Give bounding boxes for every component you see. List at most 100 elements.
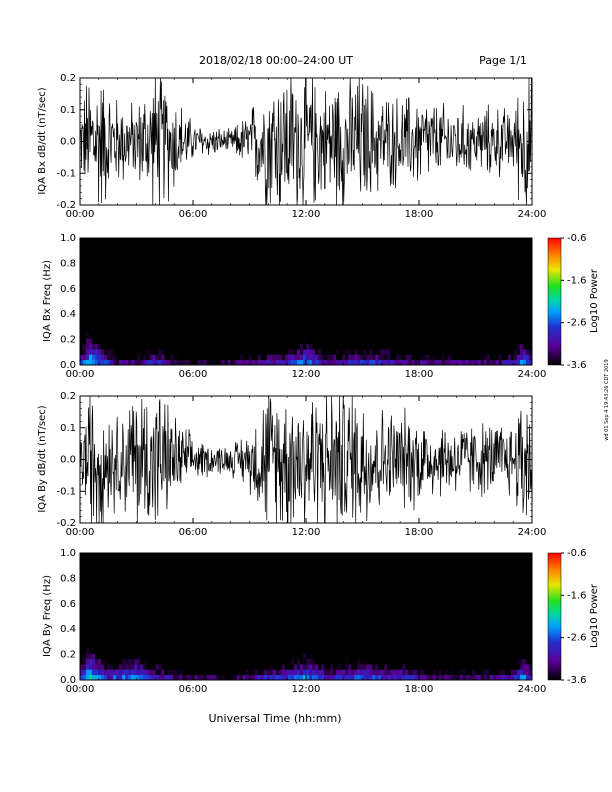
spectrogram-cell — [176, 248, 180, 255]
spectrogram-cell — [269, 301, 274, 308]
spectrogram-cell — [272, 280, 277, 286]
spectrogram-cell — [414, 317, 418, 323]
spectrogram-cell — [122, 621, 126, 628]
spectrogram-cell — [465, 296, 470, 302]
spectrogram-cell — [86, 275, 90, 281]
spectrogram-cell — [435, 269, 439, 276]
spectrogram-cell — [384, 306, 388, 313]
spectrogram-cell — [375, 301, 379, 308]
spectrogram-cell — [513, 280, 518, 286]
spectrogram-cell — [200, 611, 204, 617]
spectrogram-cell — [80, 563, 84, 570]
spectrogram-cell — [330, 248, 334, 255]
spectrogram-cell — [501, 354, 506, 361]
spectrogram-cell — [327, 333, 331, 339]
spectrogram-cell — [402, 280, 406, 286]
spectrogram-cell — [390, 285, 394, 292]
spectrogram-cell — [131, 354, 135, 361]
spectrogram-cell — [188, 317, 192, 323]
spectrogram-cell — [378, 327, 382, 334]
spectrogram-cell — [348, 259, 352, 265]
spectrogram-cell — [444, 359, 448, 366]
spectrogram-cell — [128, 349, 132, 355]
spectrogram-cell — [113, 312, 117, 318]
spectrogram-cell — [522, 322, 527, 329]
spectrogram-cell — [306, 238, 310, 244]
spectrogram-cell — [357, 238, 361, 244]
spectrogram-cell — [459, 322, 463, 329]
spectrogram-cell — [197, 632, 201, 638]
spectrogram-cell — [161, 269, 165, 276]
spectrogram-cell — [287, 280, 292, 286]
spectrogram-cell — [293, 338, 298, 345]
spectrogram-cell — [155, 327, 159, 334]
spectrogram-cell — [182, 621, 186, 628]
spectrogram-cell — [366, 349, 370, 355]
spectrogram-cell — [218, 312, 222, 318]
spectrogram-cell — [480, 301, 485, 308]
spectrogram-cell — [465, 238, 470, 244]
spectrogram-cell — [188, 632, 192, 638]
spectrogram-cell — [134, 264, 138, 271]
spectrogram-cell — [134, 600, 138, 607]
spectrogram-cell — [378, 253, 382, 260]
spectrogram-cell — [363, 306, 367, 313]
spectrogram-cell — [173, 674, 177, 681]
spectrogram-cell — [474, 296, 479, 302]
spectrogram-cell — [245, 285, 250, 292]
spectrogram-cell — [393, 359, 397, 366]
spectrogram-cell — [131, 574, 135, 580]
spectrogram-cell — [95, 600, 99, 607]
spectrogram-cell — [474, 306, 479, 313]
spectrogram-cell — [110, 317, 114, 323]
spectrogram-cell — [239, 238, 244, 244]
spectrogram-cell — [80, 248, 84, 255]
spectrogram-cell — [200, 275, 204, 281]
spectrogram-cell — [221, 301, 225, 308]
spectrogram-cell — [107, 637, 111, 644]
spectrogram-cell — [110, 664, 114, 670]
spectrogram-cell — [456, 296, 460, 302]
spectrogram-cell — [498, 285, 503, 292]
spectrogram-cell — [131, 290, 135, 297]
spectrogram-cell — [429, 322, 433, 329]
spectrogram-cell — [414, 312, 418, 318]
spectrogram-cell — [345, 238, 349, 244]
spectrogram-cell — [182, 343, 186, 350]
spectrogram-cell — [254, 354, 259, 361]
y-tick-label: 0.6 — [60, 284, 76, 295]
spectrogram-cell — [191, 312, 195, 318]
spectrogram-cell — [299, 238, 304, 244]
spectrogram-cell — [339, 322, 343, 329]
spectrogram-cell — [134, 333, 138, 339]
spectrogram-cell — [287, 349, 292, 355]
spectrogram-cell — [128, 248, 132, 255]
spectrogram-cell — [504, 253, 509, 260]
spectrogram-cell — [266, 248, 271, 255]
spectrogram-cell — [278, 264, 283, 271]
spectrogram-cell — [423, 280, 427, 286]
spectrogram-cell — [519, 253, 524, 260]
spectrogram-cell — [360, 296, 364, 302]
spectrogram-cell — [393, 280, 397, 286]
spectrogram-cell — [245, 253, 250, 260]
spectrogram-cell — [173, 579, 177, 586]
spectrogram-cell — [426, 285, 430, 292]
spectrogram-cell — [498, 359, 503, 366]
spectrogram-cell — [507, 343, 512, 350]
spectrogram-cell — [426, 301, 430, 308]
spectrogram-cell — [465, 354, 470, 361]
spectrogram-cell — [110, 296, 114, 302]
spectrogram-cell — [429, 317, 433, 323]
spectrogram-cell — [438, 238, 442, 244]
spectrogram-cell — [119, 301, 123, 308]
spectrogram-cell — [381, 333, 385, 339]
spectrogram-cell — [188, 558, 192, 564]
spectrogram-cell — [510, 275, 515, 281]
spectrogram-cell — [227, 285, 231, 292]
spectrogram-cell — [146, 605, 150, 612]
spectrogram-cell — [284, 333, 289, 339]
spectrogram-cell — [336, 327, 340, 334]
spectrogram-cell — [167, 605, 171, 612]
spectrogram-cell — [290, 349, 295, 355]
